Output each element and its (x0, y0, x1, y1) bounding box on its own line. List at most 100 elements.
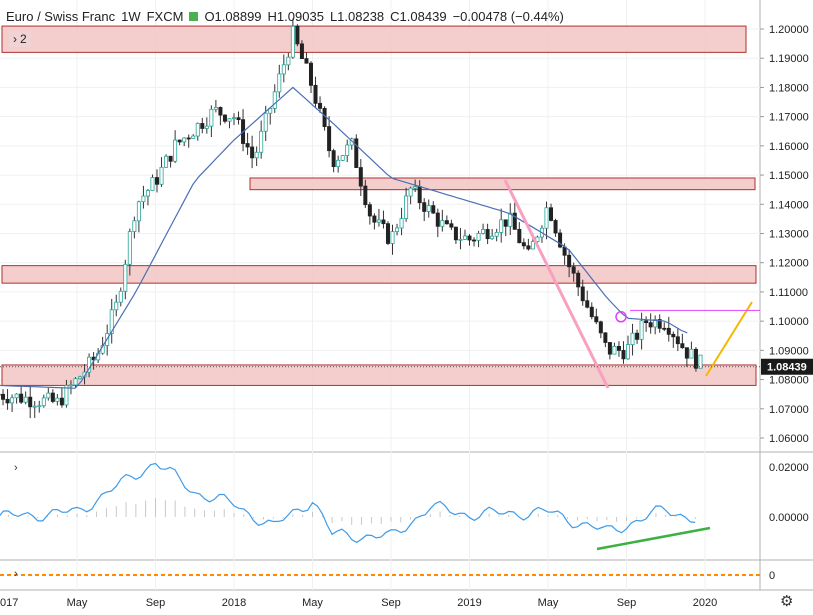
candle-body (563, 247, 566, 255)
candle-body (20, 394, 23, 402)
price-tick-label: 1.12000 (769, 258, 809, 270)
candle-body (296, 26, 299, 44)
zone-box (2, 26, 746, 52)
candle-body (373, 216, 376, 222)
candle-body (78, 377, 81, 379)
candle-body (676, 337, 679, 344)
candle-body (355, 139, 358, 168)
candle-body (549, 208, 552, 221)
candle-body (454, 227, 457, 240)
candle-body (586, 301, 589, 308)
candle-body (581, 287, 584, 301)
candle-body (187, 138, 190, 139)
candle-body (364, 186, 367, 205)
candle-body (160, 167, 163, 184)
candle-body (672, 334, 675, 336)
candle-body (115, 302, 118, 310)
pane3-tick-label: 0 (769, 570, 775, 582)
price-tick-label: 1.09000 (769, 345, 809, 357)
candle-body (169, 156, 172, 161)
candle-body (681, 344, 684, 348)
candle-body (214, 107, 217, 109)
candle-body (151, 178, 154, 191)
price-tick-label: 1.08000 (769, 375, 809, 387)
candle-body (119, 291, 122, 302)
candle-body (124, 264, 127, 291)
candle-body (282, 65, 285, 74)
candle-body (631, 333, 634, 344)
candle-body (599, 322, 602, 333)
chevron-right-icon[interactable]: › (14, 462, 18, 474)
candle-body (568, 255, 571, 267)
candle-body (201, 123, 204, 128)
candle-body (527, 246, 530, 249)
candle-body (255, 152, 258, 158)
candle-body (278, 74, 281, 92)
oscillator-tick-label: 0.02000 (769, 462, 809, 474)
indicator-count: 2 (20, 32, 27, 46)
time-tick-label: Sep (146, 597, 166, 609)
candle-body (1, 394, 4, 399)
open-value: O1.08899 (204, 9, 261, 24)
candle-body (404, 196, 407, 219)
candle-body (445, 221, 448, 224)
candle-body (219, 107, 222, 115)
candle-body (468, 236, 471, 240)
candle-body (260, 131, 263, 152)
candle-body (228, 119, 231, 122)
candle-body (463, 236, 466, 239)
candle-body (572, 267, 575, 273)
candle-body (663, 328, 666, 329)
interval-label[interactable]: 1W (121, 9, 141, 24)
candle-body (441, 221, 444, 227)
candle-body (690, 349, 693, 358)
price-tick-label: 1.18000 (769, 82, 809, 94)
candle-body (15, 394, 18, 398)
candle-body (545, 208, 548, 228)
candle-body (223, 115, 226, 121)
candle-body (309, 63, 312, 85)
candle-body (504, 220, 507, 226)
candle-body (590, 307, 593, 316)
candle-body (300, 44, 303, 59)
candle-body (56, 398, 59, 401)
symbol-name[interactable]: Euro / Swiss Franc (6, 9, 115, 24)
candle-body (685, 348, 688, 358)
candle-body (486, 229, 489, 238)
candle-body (178, 140, 181, 142)
candle-body (495, 232, 498, 236)
candle-body (409, 188, 412, 196)
candle-body (69, 385, 72, 386)
time-tick-label: May (538, 597, 559, 609)
candle-body (10, 398, 13, 403)
market-status-icon (189, 12, 198, 21)
candle-body (518, 229, 521, 242)
candle-body (146, 190, 149, 196)
chevron-right-icon[interactable]: › (14, 568, 18, 580)
candle-body (210, 109, 213, 126)
candle-body (318, 103, 321, 108)
price-tick-label: 1.11000 (769, 287, 808, 299)
candle-body (60, 398, 63, 405)
candle-body (418, 187, 421, 203)
price-tick-label: 1.07000 (769, 404, 809, 416)
candle-body (291, 26, 294, 57)
price-tick-label: 1.16000 (769, 141, 809, 153)
candle-body (604, 333, 607, 343)
time-tick-label: 017 (0, 597, 18, 609)
time-tick-label: 2018 (222, 597, 246, 609)
indicators-toggle[interactable]: › 2 (9, 31, 31, 47)
time-tick-label: May (67, 597, 88, 609)
gear-icon[interactable]: ⚙ (780, 593, 793, 610)
candle-body (613, 346, 616, 354)
price-tick-label: 1.13000 (769, 229, 809, 241)
candle-body (51, 393, 54, 401)
candle-body (74, 379, 77, 385)
price-tick-label: 1.17000 (769, 112, 809, 124)
time-tick-label: 2020 (693, 597, 717, 609)
candle-body (391, 232, 394, 244)
change-value: −0.00478 (−0.44%) (453, 9, 564, 24)
